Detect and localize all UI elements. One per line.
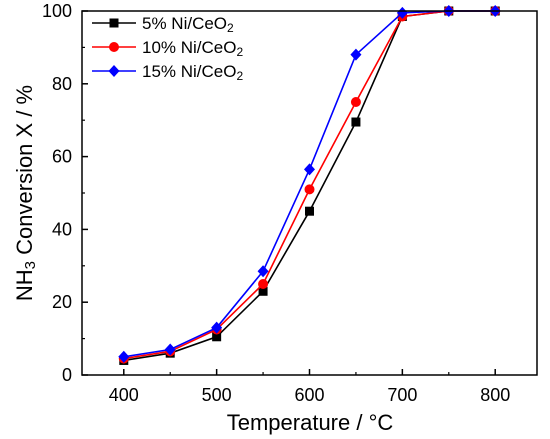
x-tick-label: 700 [387,385,417,405]
data-point [396,6,408,19]
y-tick-label: 0 [62,365,72,385]
ticks-layer: 400 500 600 700 800 0 20 40 60 80 100 [42,1,510,405]
legend-label-main: 5% Ni/CeO [142,14,227,33]
legend-item: 5% Ni/CeO2 [92,14,234,35]
y-tick-label: 20 [52,292,72,312]
data-point [258,279,269,289]
series-2 [118,6,501,364]
legend-label-main: 15% Ni/CeO [142,62,236,81]
data-point [257,265,269,278]
data-point [164,343,176,356]
x-tick-label: 600 [294,385,324,405]
data-point [351,117,361,127]
legend-label-main: 10% Ni/CeO [142,38,236,57]
legend-marker [109,18,119,28]
legend-label-subscript: 2 [236,69,243,83]
y-tick-label: 40 [52,219,72,239]
y-axis-title-main: NH [12,269,37,301]
legend-marker [108,65,120,77]
x-tick-label: 400 [109,385,139,405]
data-point [305,206,314,216]
legend-item: 10% Ni/CeO2 [92,38,243,59]
legend-label-subscript: 2 [227,21,234,35]
data-point [212,332,222,342]
legend-item: 15% Ni/CeO2 [92,62,243,83]
data-point [350,48,362,61]
y-axis-title-subscript: 3 [22,261,39,269]
data-point [304,184,315,195]
data-point [118,350,130,363]
legend-label-subscript: 2 [236,45,243,59]
y-axis-title-rest: Conversion X / % [12,85,37,261]
series-layer [118,5,501,365]
y-tick-label: 100 [42,1,72,21]
data-point [350,97,361,107]
legend-marker [109,42,119,52]
y-tick-label: 60 [52,147,72,167]
x-axis-title: Temperature / °C [227,410,394,435]
data-point [211,321,223,334]
series-3 [118,5,501,363]
data-point [304,163,315,176]
data-point [258,286,268,296]
y-axis-title: NH3 Conversion X / % [12,85,39,301]
legend-label: 5% Ni/CeO2 [142,14,234,35]
x-tick-label: 800 [480,385,510,405]
legend-label: 10% Ni/CeO2 [142,38,243,59]
x-tick-label: 500 [202,385,232,405]
y-tick-label: 80 [52,74,72,94]
legend-label: 15% Ni/CeO2 [142,62,243,83]
